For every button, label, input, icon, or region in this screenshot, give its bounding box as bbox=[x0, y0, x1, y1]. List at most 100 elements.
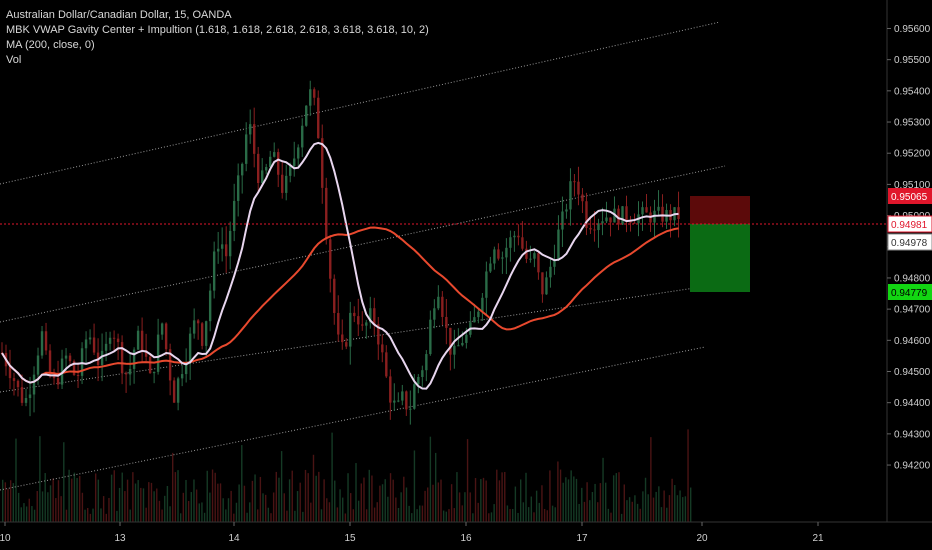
volume-bar bbox=[262, 493, 264, 522]
volume-bar bbox=[68, 469, 70, 522]
volume-bar bbox=[323, 479, 325, 522]
volume-bar bbox=[41, 491, 44, 522]
chart-legend: Australian Dollar/Canadian Dollar, 15, O… bbox=[6, 8, 429, 68]
time-axis[interactable]: 10 13 14 15 16 17 20 21 bbox=[0, 522, 824, 544]
volume-bar bbox=[448, 509, 450, 522]
volume-bar bbox=[92, 508, 94, 522]
candle-body bbox=[32, 374, 36, 395]
volume-bar bbox=[291, 470, 293, 522]
price-tick-label: 0.95200 bbox=[894, 149, 931, 160]
volume-bar bbox=[336, 507, 339, 522]
candle-body bbox=[112, 337, 116, 339]
candle-body bbox=[52, 375, 56, 379]
candle-body bbox=[549, 266, 552, 278]
candle-body bbox=[541, 272, 544, 295]
volume-bar bbox=[666, 507, 668, 522]
volume-bar bbox=[379, 485, 381, 522]
candle-body bbox=[148, 356, 152, 374]
price-tag-target-label: 0.94779 bbox=[891, 288, 928, 299]
candle-body bbox=[116, 338, 120, 343]
candle-body bbox=[224, 244, 228, 257]
volume-bar bbox=[33, 509, 36, 522]
volume-bar bbox=[79, 475, 81, 522]
volume-bar bbox=[554, 507, 556, 522]
volume-bar bbox=[594, 483, 596, 522]
volume-bar bbox=[142, 488, 145, 522]
volume-bar bbox=[644, 477, 647, 522]
candle-body bbox=[309, 89, 312, 106]
candle-body bbox=[537, 253, 540, 273]
volume-bar bbox=[331, 432, 333, 522]
candle-body bbox=[565, 209, 568, 212]
candle-body bbox=[232, 200, 236, 231]
volume-bar bbox=[509, 509, 511, 522]
symbol-title[interactable]: Australian Dollar/Canadian Dollar, 15, O… bbox=[6, 9, 232, 21]
volume-bar bbox=[328, 502, 331, 522]
take-profit-zone bbox=[690, 224, 750, 292]
volume-bar bbox=[84, 509, 86, 522]
candle-body bbox=[20, 387, 24, 403]
candle-body bbox=[477, 311, 480, 318]
volume-bar bbox=[387, 496, 389, 522]
volume-bar bbox=[589, 500, 591, 522]
candle-body bbox=[156, 334, 160, 372]
candle-body bbox=[28, 394, 32, 399]
volume-bar bbox=[126, 479, 129, 522]
volume-bar bbox=[315, 475, 317, 522]
volume-bar bbox=[687, 429, 689, 522]
candle-body bbox=[136, 330, 140, 350]
volume-bar bbox=[318, 471, 320, 522]
volume-bar bbox=[20, 507, 22, 522]
volume-bar bbox=[639, 508, 641, 522]
volume-bar bbox=[474, 478, 477, 522]
candle-body bbox=[521, 237, 524, 249]
volume-bar bbox=[190, 492, 193, 522]
candle-body bbox=[297, 147, 300, 159]
volume-bar bbox=[427, 487, 429, 522]
volume-bar bbox=[501, 472, 503, 522]
volume-bar bbox=[535, 490, 538, 522]
volume-bar bbox=[12, 483, 15, 522]
volume-bar bbox=[347, 473, 349, 522]
volume-bar bbox=[506, 505, 509, 522]
candle-body bbox=[385, 352, 388, 377]
volume-bar bbox=[246, 512, 248, 522]
volume-bar bbox=[480, 479, 482, 522]
candle-body bbox=[216, 248, 220, 252]
volume-bar bbox=[458, 492, 461, 522]
volume-bar bbox=[116, 510, 118, 522]
indicator-ma-label[interactable]: MA (200, close, 0) bbox=[6, 39, 95, 51]
volume-bar bbox=[177, 470, 179, 522]
candle-body bbox=[16, 380, 20, 388]
channel-line bbox=[0, 21, 721, 185]
candle-body bbox=[381, 344, 384, 353]
volume-bar bbox=[615, 473, 618, 522]
candle-body bbox=[265, 167, 268, 171]
indicator-vol-label[interactable]: Vol bbox=[6, 54, 22, 66]
volume-bar bbox=[230, 490, 232, 522]
volume-bar bbox=[538, 502, 540, 522]
volume-bar bbox=[421, 505, 424, 522]
volume-bar bbox=[690, 487, 692, 522]
volume-bar bbox=[110, 474, 113, 522]
position-tool[interactable] bbox=[690, 196, 750, 292]
volume-bar bbox=[299, 482, 301, 522]
volume-bar bbox=[355, 463, 357, 522]
volume-bar bbox=[562, 482, 564, 522]
candle-body bbox=[657, 206, 660, 211]
volume-bar bbox=[519, 479, 522, 522]
candle-body bbox=[44, 331, 48, 351]
volume-bar bbox=[658, 486, 660, 522]
candle-body bbox=[277, 152, 280, 175]
volume-bar bbox=[363, 477, 365, 522]
indicator-vwap-label[interactable]: MBK VWAP Gavity Center + Impultion (1.61… bbox=[6, 24, 429, 36]
candle-body bbox=[68, 355, 72, 362]
candle-body bbox=[397, 400, 400, 402]
candle-body bbox=[188, 333, 192, 363]
volume-bar bbox=[652, 497, 655, 522]
candle-body bbox=[473, 317, 476, 323]
candle-body bbox=[184, 362, 188, 375]
volume-bar bbox=[618, 472, 620, 522]
candle-body bbox=[12, 378, 16, 381]
